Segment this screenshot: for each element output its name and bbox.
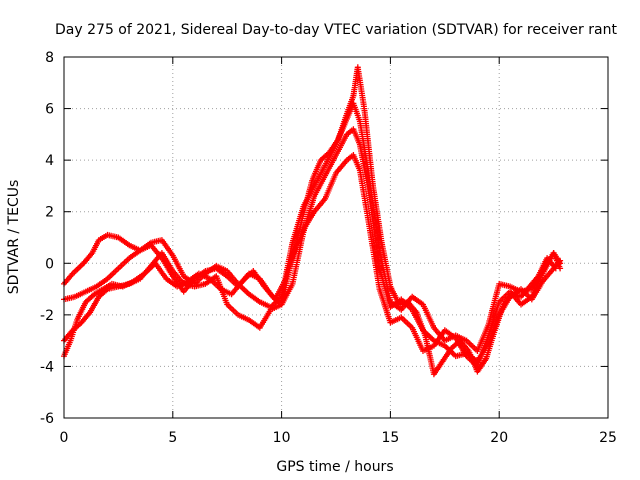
y-axis: -6 -4 -2 0 2 4 6 8: [40, 50, 608, 427]
plot-area: [63, 56, 609, 419]
x-tick-label: 0: [60, 430, 69, 446]
x-tick-label: 5: [168, 430, 177, 446]
x-tick-label: 25: [599, 430, 617, 446]
chart-title: Day 275 of 2021, Sidereal Day-to-day VTE…: [55, 22, 617, 38]
y-tick-label: -2: [40, 308, 54, 324]
x-axis-label: GPS time / hours: [276, 459, 393, 475]
data-series: [61, 64, 564, 378]
y-tick-label: 6: [45, 102, 54, 118]
y-tick-label: -4: [40, 359, 54, 375]
y-axis-label: SDTVAR / TECUs: [6, 180, 22, 295]
series-track-4: [61, 64, 559, 378]
y-tick-label: 2: [45, 205, 54, 221]
y-tick-label: 0: [45, 256, 54, 272]
series-track-1: [61, 100, 564, 354]
data-point: [552, 265, 559, 272]
y-tick-label: 8: [45, 50, 54, 66]
x-tick-label: 15: [381, 430, 399, 446]
data-point: [557, 260, 564, 267]
grid: [64, 57, 608, 418]
x-tick-label: 20: [490, 430, 508, 446]
x-tick-label: 10: [273, 430, 291, 446]
y-tick-label: -6: [40, 411, 54, 427]
y-tick-label: 4: [45, 153, 54, 169]
x-axis: 0 5 10 15 20 25: [60, 57, 617, 446]
